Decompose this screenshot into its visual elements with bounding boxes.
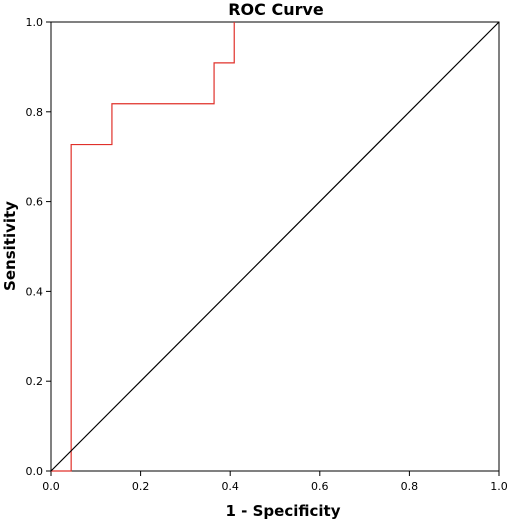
x-axis-label: 1 - Specificity <box>226 502 341 520</box>
x-tick-label: 0.2 <box>132 480 150 493</box>
x-tick-label: 0.8 <box>401 480 419 493</box>
y-axis-label: Sensitivity <box>1 201 19 291</box>
series-layer <box>50 21 500 472</box>
y-tick-label: 0.8 <box>26 106 44 119</box>
y-tick-label: 0.6 <box>26 196 44 209</box>
y-tick-label: 0.0 <box>26 465 44 478</box>
y-tick-label: 0.2 <box>26 375 44 388</box>
y-tick-label: 1.0 <box>26 16 44 29</box>
x-axis: 0.0 0.2 0.4 0.6 0.8 1.0 <box>42 471 508 493</box>
chart-title: ROC Curve <box>228 0 324 19</box>
reference-diagonal-line <box>50 21 500 472</box>
x-tick-label: 1.0 <box>490 480 508 493</box>
roc-curve-line <box>51 22 235 472</box>
x-tick-label: 0.4 <box>221 480 239 493</box>
plot-frame <box>50 21 500 472</box>
y-tick-label: 0.4 <box>26 285 44 298</box>
x-tick-label: 0.6 <box>311 480 329 493</box>
x-tick-label: 0.0 <box>42 480 60 493</box>
y-axis: 0.0 0.2 0.4 0.6 0.8 1.0 <box>26 16 51 478</box>
